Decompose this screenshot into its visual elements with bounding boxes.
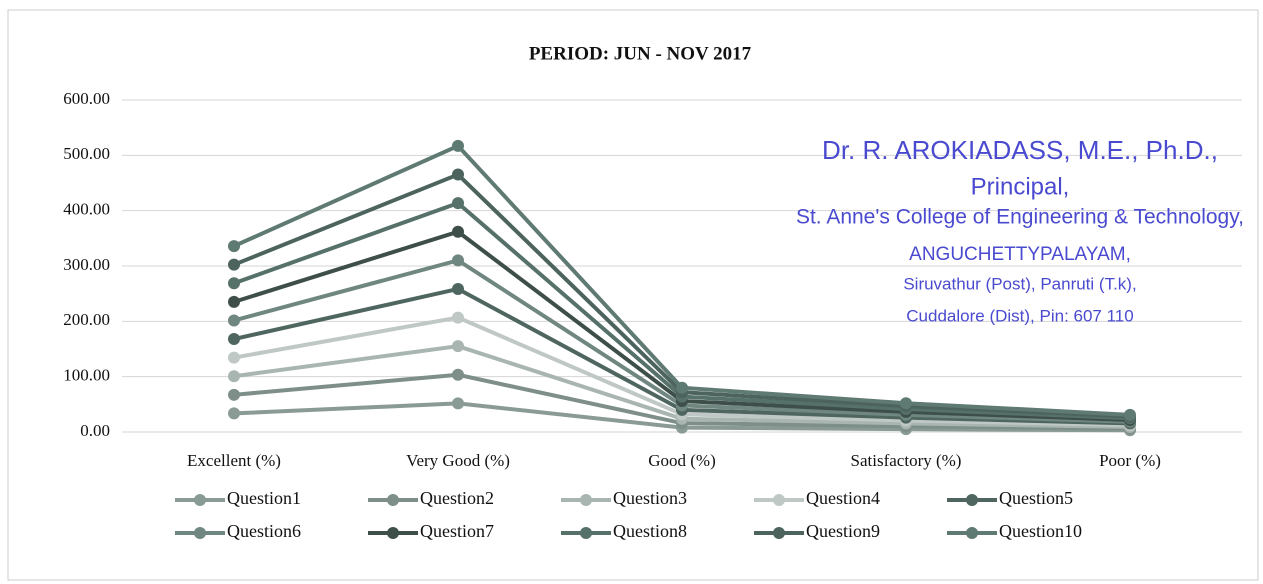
legend-marker (966, 494, 978, 506)
y-tick-label: 400.00 (63, 200, 110, 219)
point (900, 397, 912, 410)
legend-label: Question4 (806, 488, 880, 508)
legend-label: Question1 (227, 488, 301, 508)
x-tick-label: Satisfactory (%) (851, 451, 962, 470)
y-tick-label: 300.00 (63, 255, 110, 274)
point (452, 225, 464, 238)
stamp-text: Dr. R. AROKIADASS, M.E., Ph.D., (822, 135, 1218, 165)
x-tick-label: Very Good (%) (406, 451, 510, 470)
legend-marker (773, 527, 785, 539)
legend-label: Question7 (420, 521, 494, 541)
y-tick-label: 0.00 (80, 421, 110, 440)
legend-label: Question9 (806, 521, 880, 541)
point (228, 370, 240, 383)
y-tick-label: 100.00 (63, 366, 110, 385)
chart-title: PERIOD: JUN - NOV 2017 (529, 43, 752, 64)
point (452, 340, 464, 353)
legend-marker (194, 494, 206, 506)
legend-label: Question6 (227, 521, 301, 541)
point (228, 351, 240, 364)
stamp-text: St. Anne's College of Engineering & Tech… (796, 206, 1244, 229)
point (228, 240, 240, 253)
legend-marker (387, 494, 399, 506)
legend-marker (387, 527, 399, 539)
point (452, 168, 464, 181)
point (452, 139, 464, 152)
point (228, 314, 240, 327)
point (228, 333, 240, 346)
point (228, 388, 240, 401)
stamp-text: ANGUCHETTYPALAYAM, (909, 244, 1131, 265)
point (228, 277, 240, 290)
point (452, 397, 464, 410)
stamp-text: Cuddalore (Dist), Pin: 607 110 (906, 306, 1133, 325)
point (452, 311, 464, 324)
point (452, 282, 464, 295)
legend-label: Question5 (999, 488, 1073, 508)
x-tick-label: Poor (%) (1099, 451, 1161, 470)
point (228, 407, 240, 420)
chart-border (7, 9, 1259, 581)
point (228, 295, 240, 308)
point (452, 197, 464, 210)
legend-marker (580, 494, 592, 506)
legend-marker (580, 527, 592, 539)
point (676, 381, 688, 394)
legend-label: Question8 (613, 521, 687, 541)
x-tick-label: Good (%) (648, 451, 716, 470)
x-tick-label: Excellent (%) (187, 451, 281, 470)
legend-marker (966, 527, 978, 539)
point (228, 258, 240, 271)
legend-marker (194, 527, 206, 539)
y-tick-label: 600.00 (63, 89, 110, 108)
point (452, 368, 464, 381)
y-tick-label: 500.00 (63, 144, 110, 163)
legend-label: Question3 (613, 488, 687, 508)
stamp-text: Siruvathur (Post), Panruti (T.k), (903, 274, 1136, 293)
y-tick-label: 200.00 (63, 310, 110, 329)
point (1124, 408, 1136, 421)
legend-label: Question10 (999, 521, 1082, 541)
point (452, 254, 464, 267)
stamp-text: Principal, (971, 173, 1070, 200)
legend-marker (773, 494, 785, 506)
legend-label: Question2 (420, 488, 494, 508)
